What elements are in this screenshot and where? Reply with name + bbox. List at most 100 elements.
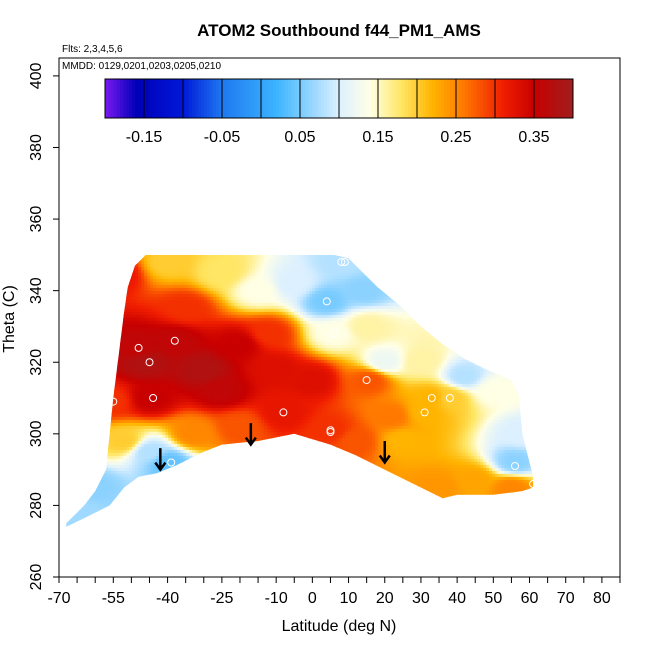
heatmap-cell xyxy=(192,275,196,280)
heatmap-cell xyxy=(333,254,337,259)
heatmap-cell xyxy=(363,326,367,331)
heatmap-cell xyxy=(255,290,259,295)
heatmap-cell xyxy=(396,320,400,325)
heatmap-cell xyxy=(369,329,373,334)
heatmap-cell xyxy=(168,305,172,310)
heatmap-cell xyxy=(261,257,265,262)
heatmap-cell xyxy=(318,272,322,277)
heatmap-cell xyxy=(165,305,169,310)
heatmap-cell xyxy=(255,311,259,316)
heatmap-cell xyxy=(309,284,313,289)
heatmap-cell xyxy=(345,293,349,298)
heatmap-cell xyxy=(141,287,145,292)
heatmap-cell xyxy=(318,293,322,298)
heatmap-cell xyxy=(342,320,346,325)
heatmap-cell xyxy=(375,329,379,334)
heatmap-cell xyxy=(321,293,325,298)
heatmap-cell xyxy=(165,314,169,319)
heatmap-cell xyxy=(372,299,376,304)
heatmap-cell xyxy=(249,260,253,265)
heatmap-cell xyxy=(168,272,172,277)
heatmap-cell xyxy=(225,290,229,295)
heatmap-cell xyxy=(243,320,247,325)
heatmap-cell xyxy=(273,311,277,316)
heatmap-cell xyxy=(159,293,163,298)
heatmap-cell xyxy=(360,308,364,313)
heatmap-cell xyxy=(141,257,145,262)
heatmap-cell xyxy=(243,257,247,262)
heatmap-cell xyxy=(216,290,220,295)
heatmap-cell xyxy=(387,305,391,310)
heatmap-cell xyxy=(258,278,262,283)
heatmap-cell xyxy=(162,263,166,268)
heatmap-cell xyxy=(249,278,253,283)
heatmap-cell xyxy=(156,311,160,316)
heatmap-cell xyxy=(237,266,241,271)
heatmap-cell xyxy=(264,320,268,325)
heatmap-cell xyxy=(348,266,352,271)
heatmap-cell xyxy=(303,311,307,316)
heatmap-cell xyxy=(195,275,199,280)
heatmap-cell xyxy=(159,329,163,334)
heatmap-cell xyxy=(192,320,196,325)
heatmap-cell xyxy=(159,281,163,286)
heatmap-cell xyxy=(288,281,292,286)
heatmap-cell xyxy=(246,329,250,334)
heatmap-cell xyxy=(342,284,346,289)
heatmap-cell xyxy=(381,308,385,313)
heatmap-cell xyxy=(213,311,217,316)
heatmap-cell xyxy=(306,266,310,271)
heatmap-cell xyxy=(156,317,160,322)
heatmap-cell xyxy=(123,323,127,328)
heatmap-cell xyxy=(222,320,226,325)
heatmap-cell xyxy=(183,293,187,298)
heatmap-cell xyxy=(291,302,295,307)
heatmap-cell xyxy=(285,284,289,289)
heatmap-cell xyxy=(207,299,211,304)
heatmap-cell xyxy=(306,311,310,316)
heatmap-cell xyxy=(321,308,325,313)
heatmap-cell xyxy=(330,332,334,337)
heatmap-cell xyxy=(276,263,280,268)
heatmap-cell xyxy=(315,254,319,259)
heatmap-cell xyxy=(198,332,202,337)
heatmap-cell xyxy=(252,293,256,298)
heatmap-cell xyxy=(177,317,181,322)
heatmap-cell xyxy=(339,287,343,292)
heatmap-cell xyxy=(369,323,373,328)
heatmap-cell xyxy=(192,278,196,283)
heatmap-cell xyxy=(189,326,193,331)
heatmap-cell xyxy=(318,278,322,283)
heatmap-cell xyxy=(279,254,283,259)
heatmap-cell xyxy=(321,323,325,328)
heatmap-cell xyxy=(243,299,247,304)
heatmap-cell xyxy=(222,299,226,304)
heatmap-cell xyxy=(321,257,325,262)
heatmap-cell xyxy=(297,293,301,298)
heatmap-cell xyxy=(231,305,235,310)
heatmap-cell xyxy=(324,314,328,319)
heatmap-cell xyxy=(165,272,169,277)
heatmap-cell xyxy=(138,308,142,313)
heatmap-cell xyxy=(327,257,331,262)
heatmap-cell xyxy=(201,290,205,295)
heatmap-cell xyxy=(279,326,283,331)
heatmap-cell xyxy=(168,266,172,271)
heatmap-cell xyxy=(333,269,337,274)
heatmap-cell xyxy=(162,287,166,292)
heatmap-cell xyxy=(321,278,325,283)
heatmap-cell xyxy=(222,266,226,271)
heatmap-cell xyxy=(345,281,349,286)
heatmap-cell xyxy=(135,266,139,271)
heatmap-cell xyxy=(204,275,208,280)
heatmap-cell xyxy=(213,257,217,262)
heatmap-cell xyxy=(126,314,130,319)
heatmap-cell xyxy=(225,311,229,316)
heatmap-cell xyxy=(303,281,307,286)
heatmap-cell xyxy=(363,320,367,325)
heatmap-cell xyxy=(153,272,157,277)
heatmap-cell xyxy=(228,332,232,337)
heatmap-cell xyxy=(264,263,268,268)
heatmap-cell xyxy=(207,326,211,331)
heatmap-cell xyxy=(138,278,142,283)
